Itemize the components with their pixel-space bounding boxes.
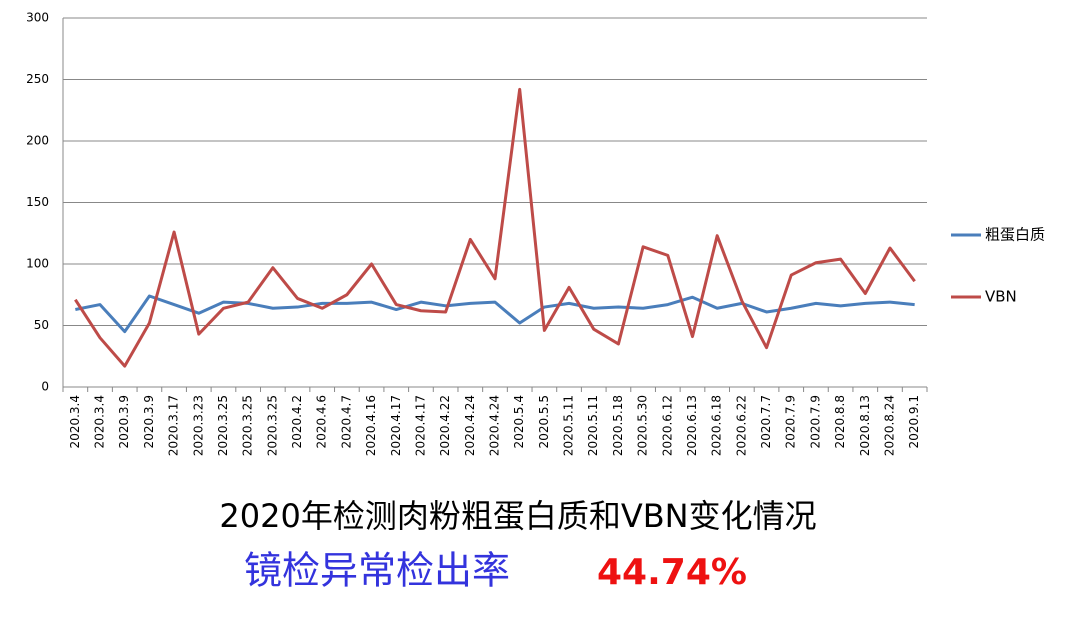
legend-label: VBN [985,288,1017,306]
x-tick-label: 2020.5.11 [586,395,600,456]
x-tick-label: 2020.4.16 [364,395,378,456]
x-tick-label: 2020.3.9 [142,395,156,448]
x-tick-label: 2020.6.18 [710,395,724,456]
y-tick-label: 50 [34,318,49,332]
series-line [74,87,916,368]
x-tick-label: 2020.3.9 [117,395,131,448]
x-tick-label: 2020.3.25 [216,395,230,456]
chart-title: 2020年检测肉粉粗蛋白质和VBN变化情况 [219,497,816,535]
x-tick-label: 2020.4.2 [290,395,304,448]
x-tick-label: 2020.3.25 [265,395,279,456]
x-tick-label: 2020.5.5 [537,395,551,448]
x-tick-label: 2020.4.24 [488,395,502,456]
x-tick-label: 2020.9.1 [907,395,921,448]
x-tick-label: 2020.3.25 [241,395,255,456]
x-tick-label: 2020.6.13 [685,395,699,456]
x-tick-label: 2020.3.4 [68,395,82,448]
y-tick-label: 0 [41,380,49,394]
series-line [75,294,915,334]
y-tick-label: 300 [26,11,49,25]
x-tick-label: 2020.4.17 [389,395,403,456]
x-tick-label: 2020.8.24 [882,395,896,456]
x-tick-label: 2020.3.4 [93,395,107,448]
x-tick-label: 2020.5.4 [512,395,526,448]
legend-label: 粗蛋白质 [985,226,1045,244]
x-tick-label: 2020.4.7 [339,395,353,448]
x-tick-label: 2020.5.30 [636,395,650,456]
x-tick-label: 2020.8.8 [833,395,847,448]
x-tick-label: 2020.6.12 [660,395,674,456]
x-tick-label: 2020.7.9 [784,395,798,448]
x-tick-label: 2020.3.17 [167,395,181,456]
x-tick-label: 2020.5.11 [562,395,576,456]
y-tick-label: 150 [26,195,49,209]
x-tick-label: 2020.5.18 [611,395,625,456]
x-tick-label: 2020.3.23 [191,395,205,456]
y-tick-label: 100 [26,257,49,271]
y-tick-label: 200 [26,134,49,148]
y-tick-label: 250 [26,72,49,86]
x-tick-label: 2020.7.9 [808,395,822,448]
subtitle: 镜检异常检出率 [244,549,510,593]
x-tick-label: 2020.4.17 [413,395,427,456]
x-tick-label: 2020.6.22 [734,395,748,456]
x-tick-label: 2020.4.22 [438,395,452,456]
x-tick-label: 2020.4.24 [463,395,477,456]
subtitle-rate: 44.74% [597,552,747,593]
x-tick-label: 2020.8.13 [858,395,872,456]
x-tick-label: 2020.4.6 [315,395,329,448]
x-tick-label: 2020.7.7 [759,395,773,448]
